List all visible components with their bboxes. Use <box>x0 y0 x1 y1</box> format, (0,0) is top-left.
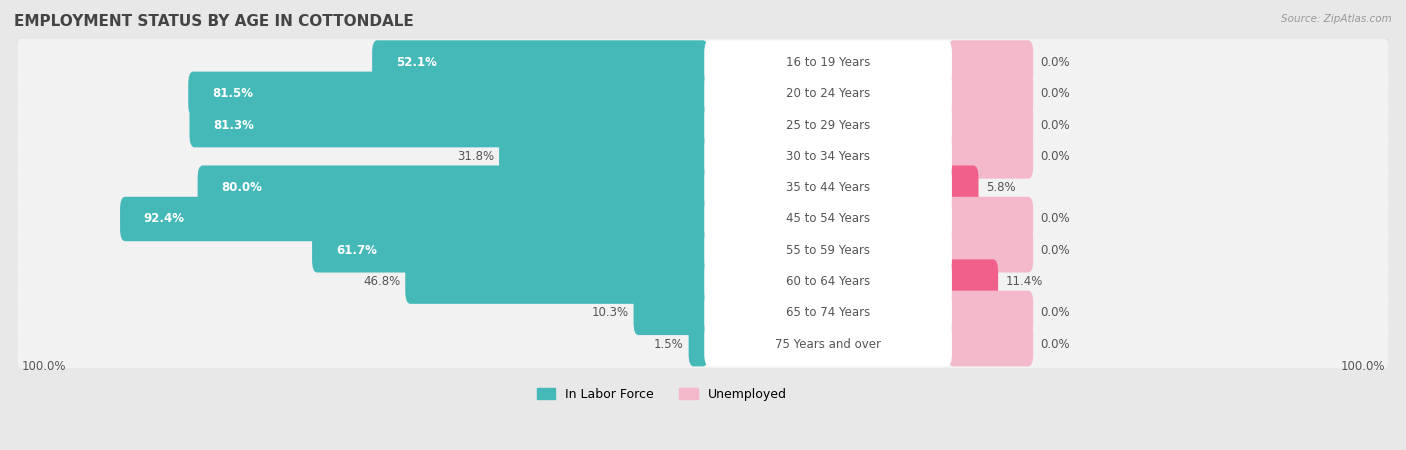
FancyBboxPatch shape <box>17 224 1389 274</box>
Text: Source: ZipAtlas.com: Source: ZipAtlas.com <box>1281 14 1392 23</box>
Text: 81.3%: 81.3% <box>214 119 254 131</box>
Text: 52.1%: 52.1% <box>396 56 437 69</box>
Text: 55 to 59 Years: 55 to 59 Years <box>786 244 870 257</box>
FancyBboxPatch shape <box>17 70 1389 118</box>
FancyBboxPatch shape <box>120 197 709 241</box>
Text: 5.8%: 5.8% <box>986 181 1015 194</box>
Text: 61.7%: 61.7% <box>336 244 377 257</box>
Text: 16 to 19 Years: 16 to 19 Years <box>786 56 870 69</box>
Legend: In Labor Force, Unemployed: In Labor Force, Unemployed <box>531 383 792 406</box>
FancyBboxPatch shape <box>405 259 709 304</box>
FancyBboxPatch shape <box>198 166 709 210</box>
FancyBboxPatch shape <box>17 130 1389 180</box>
Text: 0.0%: 0.0% <box>1040 56 1070 69</box>
FancyBboxPatch shape <box>704 134 952 179</box>
FancyBboxPatch shape <box>17 318 1389 368</box>
FancyBboxPatch shape <box>948 72 1033 116</box>
Text: 1.5%: 1.5% <box>654 338 683 351</box>
FancyBboxPatch shape <box>17 286 1389 336</box>
FancyBboxPatch shape <box>948 259 998 304</box>
FancyBboxPatch shape <box>948 166 979 210</box>
FancyBboxPatch shape <box>704 72 952 116</box>
FancyBboxPatch shape <box>689 322 709 366</box>
FancyBboxPatch shape <box>312 228 709 273</box>
FancyBboxPatch shape <box>948 134 1033 179</box>
FancyBboxPatch shape <box>948 40 1033 85</box>
FancyBboxPatch shape <box>704 103 952 147</box>
FancyBboxPatch shape <box>17 193 1389 243</box>
Text: 10.3%: 10.3% <box>592 306 628 320</box>
FancyBboxPatch shape <box>17 257 1389 306</box>
FancyBboxPatch shape <box>948 103 1033 147</box>
FancyBboxPatch shape <box>17 132 1389 180</box>
Text: 0.0%: 0.0% <box>1040 244 1070 257</box>
Text: 80.0%: 80.0% <box>221 181 263 194</box>
FancyBboxPatch shape <box>190 103 709 147</box>
FancyBboxPatch shape <box>634 291 709 335</box>
Text: EMPLOYMENT STATUS BY AGE IN COTTONDALE: EMPLOYMENT STATUS BY AGE IN COTTONDALE <box>14 14 413 28</box>
FancyBboxPatch shape <box>17 67 1389 117</box>
Text: 20 to 24 Years: 20 to 24 Years <box>786 87 870 100</box>
Text: 31.8%: 31.8% <box>457 150 494 163</box>
Text: 81.5%: 81.5% <box>212 87 253 100</box>
Text: 65 to 74 Years: 65 to 74 Years <box>786 306 870 320</box>
FancyBboxPatch shape <box>17 38 1389 87</box>
FancyBboxPatch shape <box>17 164 1389 212</box>
Text: 0.0%: 0.0% <box>1040 212 1070 225</box>
FancyBboxPatch shape <box>17 289 1389 337</box>
FancyBboxPatch shape <box>948 228 1033 273</box>
FancyBboxPatch shape <box>17 36 1389 86</box>
FancyBboxPatch shape <box>704 40 952 85</box>
Text: 92.4%: 92.4% <box>143 212 184 225</box>
Text: 46.8%: 46.8% <box>363 275 401 288</box>
FancyBboxPatch shape <box>17 101 1389 149</box>
Text: 0.0%: 0.0% <box>1040 338 1070 351</box>
Text: 0.0%: 0.0% <box>1040 119 1070 131</box>
Text: 35 to 44 Years: 35 to 44 Years <box>786 181 870 194</box>
Text: 30 to 34 Years: 30 to 34 Years <box>786 150 870 163</box>
FancyBboxPatch shape <box>17 195 1389 243</box>
FancyBboxPatch shape <box>948 322 1033 366</box>
Text: 75 Years and over: 75 Years and over <box>775 338 882 351</box>
FancyBboxPatch shape <box>17 226 1389 274</box>
Text: 45 to 54 Years: 45 to 54 Years <box>786 212 870 225</box>
FancyBboxPatch shape <box>704 166 952 210</box>
Text: 100.0%: 100.0% <box>1340 360 1385 373</box>
Text: 0.0%: 0.0% <box>1040 87 1070 100</box>
Text: 11.4%: 11.4% <box>1005 275 1043 288</box>
FancyBboxPatch shape <box>948 197 1033 241</box>
Text: 100.0%: 100.0% <box>21 360 66 373</box>
FancyBboxPatch shape <box>704 228 952 273</box>
Text: 0.0%: 0.0% <box>1040 306 1070 320</box>
FancyBboxPatch shape <box>17 161 1389 211</box>
FancyBboxPatch shape <box>704 322 952 366</box>
FancyBboxPatch shape <box>188 72 709 116</box>
FancyBboxPatch shape <box>17 320 1389 368</box>
FancyBboxPatch shape <box>373 40 709 85</box>
Text: 25 to 29 Years: 25 to 29 Years <box>786 119 870 131</box>
FancyBboxPatch shape <box>499 134 709 179</box>
FancyBboxPatch shape <box>704 197 952 241</box>
FancyBboxPatch shape <box>704 291 952 335</box>
FancyBboxPatch shape <box>948 291 1033 335</box>
Text: 60 to 64 Years: 60 to 64 Years <box>786 275 870 288</box>
Text: 0.0%: 0.0% <box>1040 150 1070 163</box>
FancyBboxPatch shape <box>704 259 952 304</box>
FancyBboxPatch shape <box>17 99 1389 148</box>
FancyBboxPatch shape <box>17 255 1389 305</box>
